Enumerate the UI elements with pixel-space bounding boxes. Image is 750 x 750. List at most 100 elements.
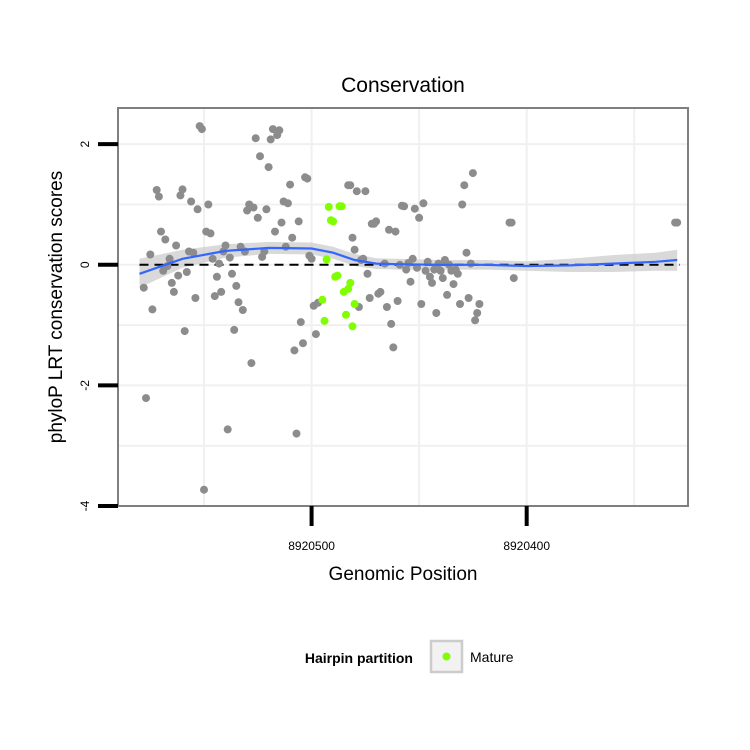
data-point-mature [350, 300, 359, 308]
data-point [464, 294, 473, 302]
plot-border [117, 107, 689, 507]
data-point [361, 187, 370, 196]
data-point [174, 271, 183, 280]
data-point [161, 235, 170, 244]
data-point [189, 248, 198, 257]
chart-title: Conservation [341, 74, 465, 97]
data-point [281, 242, 290, 251]
data-point [256, 152, 264, 161]
legend-label-mature: Mature [470, 649, 514, 665]
data-point [428, 278, 436, 287]
data-point [283, 199, 292, 208]
data-point [228, 269, 236, 278]
data-point [406, 277, 415, 286]
data-point [303, 174, 312, 183]
data-point [430, 265, 439, 274]
data-point [348, 233, 357, 242]
data-point [251, 134, 260, 143]
data-point [453, 269, 462, 278]
data-point-mature [320, 316, 329, 325]
data-point [425, 272, 434, 281]
data-point [286, 180, 295, 189]
data-point [221, 241, 230, 250]
data-point-mature [337, 202, 346, 211]
y-axis-label: phyloP LRT conservation scores [46, 171, 67, 444]
data-point [238, 306, 247, 314]
data-point [372, 217, 381, 226]
data-point [142, 394, 150, 403]
data-point [352, 187, 361, 196]
data-point-mature [329, 217, 338, 226]
data-point [139, 283, 148, 292]
data-point [204, 200, 213, 209]
data-point [200, 485, 208, 494]
data-point [217, 287, 226, 296]
data-point [268, 125, 277, 134]
data-point [350, 245, 359, 254]
data-point [438, 274, 447, 283]
data-point [234, 298, 243, 307]
data-point [146, 250, 155, 259]
plot-panel [118, 108, 688, 506]
data-point [468, 169, 477, 178]
data-point [449, 280, 458, 289]
y-tick-label: -4 [78, 500, 92, 511]
data-point [180, 327, 189, 336]
data-point [264, 163, 273, 172]
data-point [232, 281, 241, 290]
loess-line [139, 246, 678, 275]
x-tick-label: 8920400 [503, 539, 550, 553]
data-point [165, 254, 174, 263]
data-point [346, 181, 355, 190]
data-point [387, 319, 396, 328]
data-point [509, 274, 518, 283]
data-point [182, 268, 191, 276]
data-point [193, 205, 202, 214]
data-point [415, 213, 424, 222]
data-point [456, 300, 464, 308]
data-point [421, 266, 430, 275]
data-point-mature [342, 310, 350, 319]
data-point [673, 218, 682, 227]
data-point [288, 233, 297, 242]
data-point [197, 125, 206, 134]
data-point [212, 272, 221, 281]
data-point [148, 305, 157, 314]
data-point [389, 343, 398, 352]
data-point [157, 227, 165, 236]
data-point [460, 181, 469, 190]
legend: Hairpin partition Mature [305, 639, 514, 674]
data-point [475, 300, 484, 308]
data-point [402, 265, 411, 274]
legend-marker-mature [442, 652, 451, 661]
data-point [210, 292, 219, 301]
data-point [507, 218, 516, 227]
x-axis-label: Genomic Position [329, 564, 478, 585]
data-point [260, 247, 269, 256]
data-point [391, 227, 400, 236]
data-point [277, 218, 286, 227]
data-point [187, 197, 196, 206]
data-point [275, 126, 284, 135]
data-point-mature [346, 278, 355, 287]
data-point [365, 294, 374, 302]
data-point [432, 309, 441, 317]
y-tick-label: 0 [78, 261, 92, 268]
axes: -4 -2 0 2 8920500 8920400 [78, 141, 550, 553]
data-point [271, 227, 279, 236]
data-point [471, 316, 480, 325]
data-point [243, 206, 252, 215]
data-point-mature [324, 202, 333, 211]
data-point [172, 241, 181, 250]
data-point [363, 269, 372, 278]
data-point [410, 204, 419, 213]
data-point [311, 330, 320, 339]
data-point [443, 290, 452, 299]
data-point [413, 263, 421, 272]
data-point [262, 205, 271, 214]
points [139, 122, 682, 494]
data-point [296, 318, 305, 327]
data-point [462, 248, 471, 257]
data-point [266, 135, 275, 144]
data-point [152, 186, 161, 194]
